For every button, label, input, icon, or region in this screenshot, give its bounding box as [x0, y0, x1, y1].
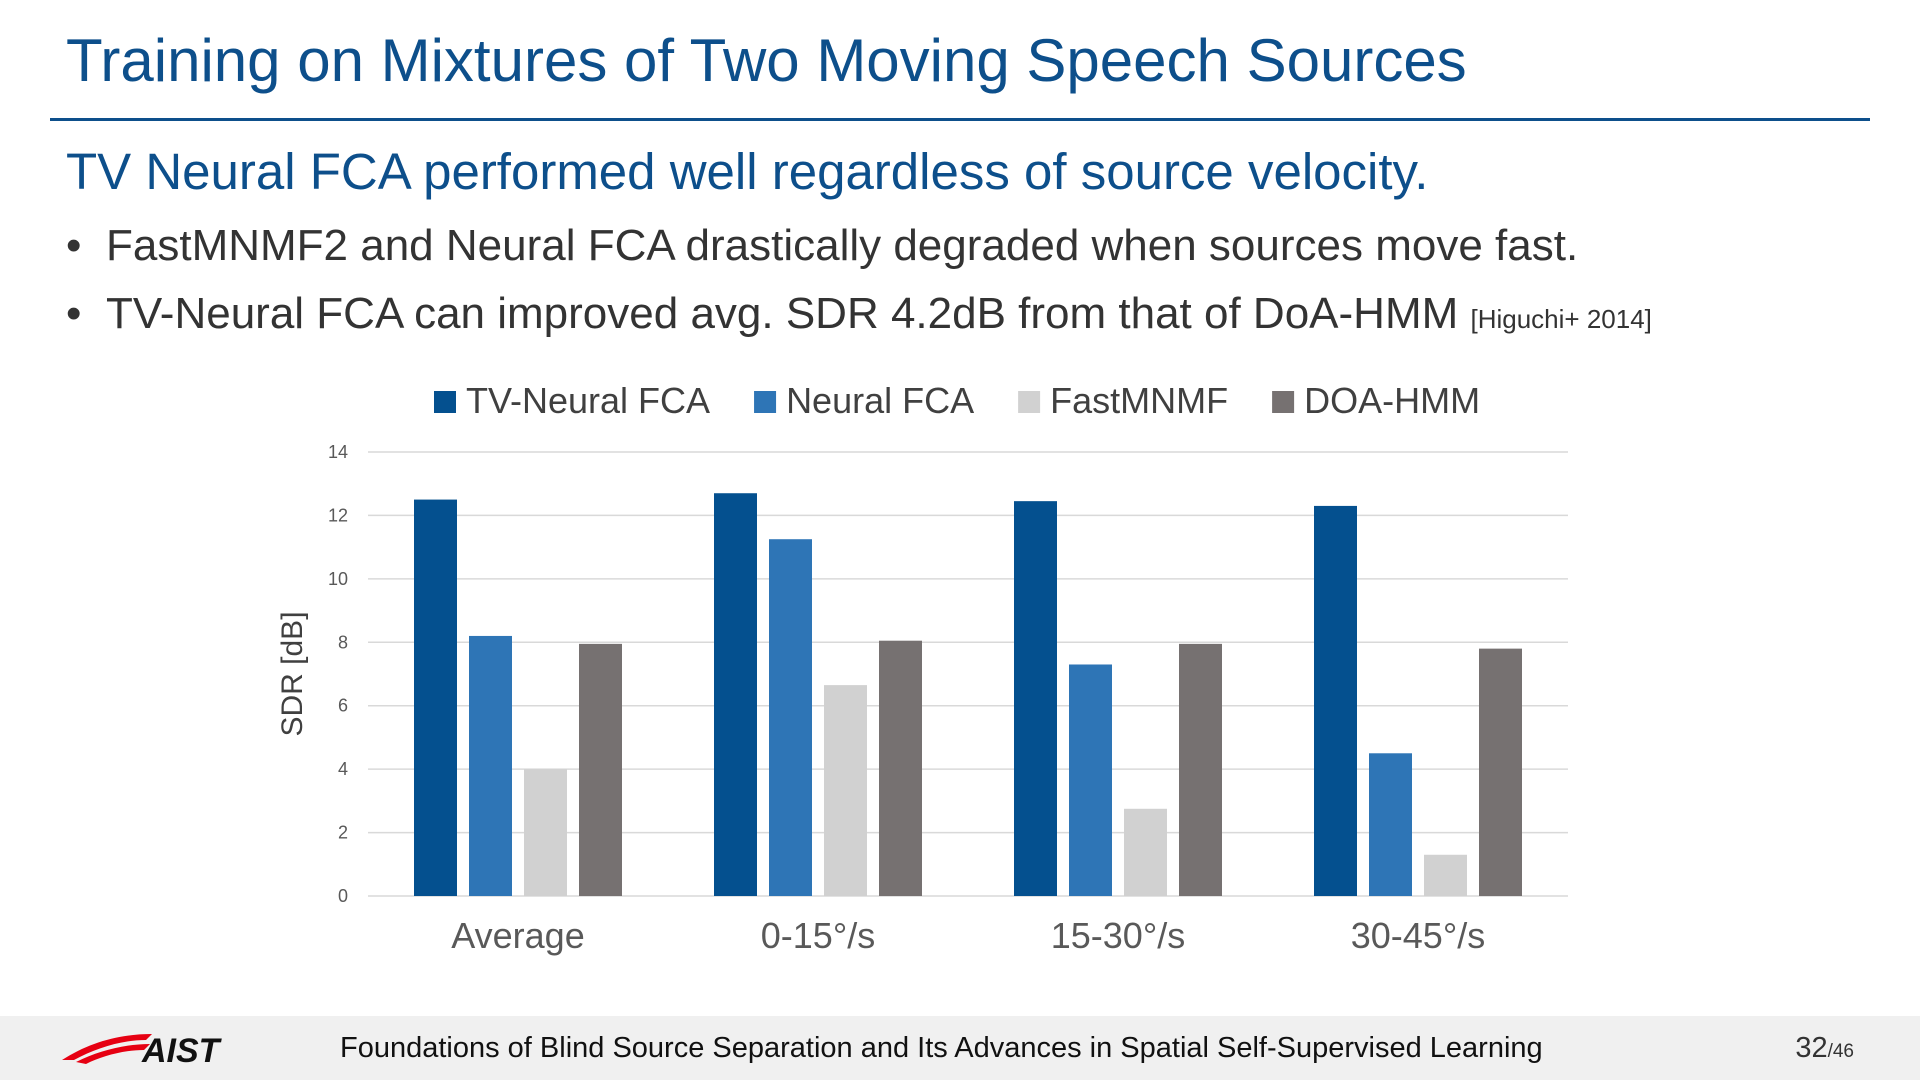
y-tick-label: 4 — [338, 759, 348, 779]
bar — [1369, 753, 1412, 896]
bar — [414, 499, 457, 896]
bar — [1124, 808, 1167, 896]
bar — [1314, 505, 1357, 896]
bar — [1179, 643, 1222, 896]
bar — [879, 640, 922, 896]
bullet-text: FastMNMF2 and Neural FCA drastically deg… — [106, 221, 1579, 270]
bar — [1479, 648, 1522, 896]
category-label: 0-15°/s — [761, 915, 875, 956]
y-axis-title: SDR [dB] — [276, 611, 309, 736]
category-label: 15-30°/s — [1051, 915, 1185, 956]
category-label: 30-45°/s — [1351, 915, 1485, 956]
legend-swatch — [1018, 391, 1041, 413]
page-current: 32 — [1795, 1032, 1828, 1064]
y-tick-label: 6 — [338, 696, 348, 716]
y-tick-label: 10 — [328, 569, 348, 589]
y-tick-label: 12 — [328, 505, 348, 525]
bar — [824, 685, 867, 896]
legend-swatch — [434, 391, 456, 413]
aist-logo: AIST — [60, 1028, 240, 1073]
bar — [769, 539, 812, 896]
bullet-text: TV-Neural FCA can improved avg. SDR 4.2d… — [106, 289, 1459, 338]
svg-text:AIST: AIST — [141, 1032, 223, 1068]
bar — [1069, 664, 1112, 896]
slide-subtitle: TV Neural FCA performed well regardless … — [66, 143, 1429, 200]
page-total: /46 — [1827, 1041, 1854, 1062]
bullet-list: • FastMNMF2 and Neural FCA drastically d… — [66, 218, 1652, 354]
y-tick-label: 14 — [328, 442, 348, 462]
legend-swatch — [1272, 391, 1295, 413]
legend-label: Neural FCA — [786, 380, 974, 421]
legend-swatch — [754, 391, 777, 413]
legend-label: FastMNMF — [1050, 380, 1228, 421]
bar — [714, 493, 757, 896]
bar — [524, 769, 567, 896]
category-label: Average — [451, 915, 584, 956]
page-number: 32/46 — [1795, 1032, 1854, 1065]
title-divider — [50, 118, 1870, 121]
y-tick-label: 8 — [338, 632, 348, 652]
y-tick-label: 0 — [338, 886, 348, 906]
bullet-item: • FastMNMF2 and Neural FCA drastically d… — [66, 218, 1652, 286]
legend-label: TV-Neural FCA — [466, 380, 710, 421]
legend-label: DOA-HMM — [1304, 380, 1480, 421]
bar — [1014, 501, 1057, 896]
y-tick-label: 2 — [338, 823, 348, 843]
footer-bar: AIST Foundations of Blind Source Separat… — [0, 1016, 1920, 1080]
footer-title: Foundations of Blind Source Separation a… — [340, 1032, 1543, 1064]
bar — [1424, 854, 1467, 896]
citation: [Higuchi+ 2014] — [1470, 304, 1652, 334]
bar — [579, 643, 622, 896]
bullet-dot-icon: • — [66, 221, 82, 270]
bullet-item: • TV-Neural FCA can improved avg. SDR 4.… — [66, 286, 1652, 354]
bar — [469, 635, 512, 896]
bullet-dot-icon: • — [66, 289, 82, 338]
slide-title: Training on Mixtures of Two Moving Speec… — [66, 27, 1467, 94]
